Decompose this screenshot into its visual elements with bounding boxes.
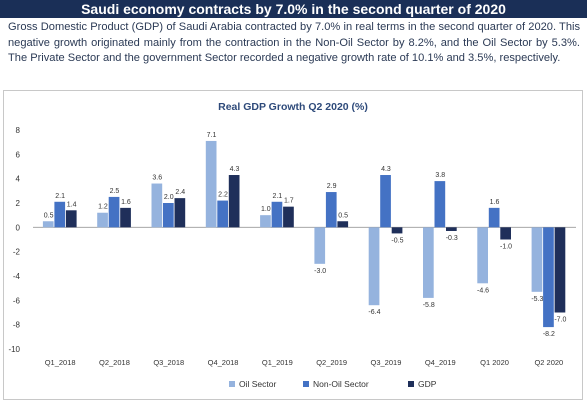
data-label: 1.2 bbox=[98, 204, 108, 211]
x-tick-label: Q3_2018 bbox=[153, 358, 184, 367]
data-label: -1.0 bbox=[500, 244, 512, 251]
legend-label: GDP bbox=[418, 379, 437, 389]
bar bbox=[477, 227, 488, 284]
x-tick-label: Q2_2019 bbox=[316, 358, 347, 367]
x-tick-label: Q4_2018 bbox=[208, 358, 239, 367]
chart-title: Real GDP Growth Q2 2020 (%) bbox=[218, 101, 368, 113]
data-label: 2.1 bbox=[272, 193, 282, 200]
x-tick-label: Q3_2019 bbox=[371, 358, 402, 367]
data-label: 4.3 bbox=[381, 166, 391, 173]
intro-paragraph: Gross Domestic Product (GDP) of Saudi Ar… bbox=[8, 21, 580, 64]
bar bbox=[120, 207, 131, 228]
bar bbox=[174, 198, 186, 228]
data-label: 3.6 bbox=[152, 175, 162, 182]
bar bbox=[108, 196, 120, 228]
bar bbox=[97, 212, 108, 228]
legend-swatch bbox=[303, 381, 309, 387]
chart-container: Real GDP Growth Q2 2020 (%) 8 6 4 2 0 -2 -4 -6 -… bbox=[3, 90, 583, 400]
y-tick-label: 8 bbox=[16, 126, 21, 135]
data-label: 3.8 bbox=[435, 172, 445, 179]
data-label: 1.7 bbox=[284, 198, 294, 205]
bar bbox=[163, 203, 174, 228]
bar bbox=[65, 210, 77, 228]
legend-label: Oil Sector bbox=[239, 379, 276, 389]
x-tick-label: Q1 2020 bbox=[480, 358, 509, 367]
bar bbox=[554, 227, 566, 313]
data-label: 2.4 bbox=[175, 189, 185, 196]
bar bbox=[325, 192, 337, 228]
bar bbox=[368, 227, 380, 306]
bar bbox=[500, 227, 511, 240]
bar bbox=[54, 201, 66, 228]
bar bbox=[205, 140, 217, 228]
data-label: 2.5 bbox=[110, 188, 120, 195]
bar bbox=[446, 227, 457, 231]
legend-label: Non-Oil Sector bbox=[313, 379, 369, 389]
data-label: 2.9 bbox=[327, 183, 337, 190]
x-tick-label: Q4_2019 bbox=[425, 358, 456, 367]
page-title: Saudi economy contracts by 7.0% in the s… bbox=[0, 0, 587, 18]
data-label: -5.3 bbox=[531, 296, 543, 303]
data-label: 0.5 bbox=[44, 212, 54, 219]
data-label: -5.8 bbox=[423, 302, 435, 309]
data-label: 4.3 bbox=[230, 166, 240, 173]
y-tick-label: 4 bbox=[16, 175, 21, 184]
bar bbox=[228, 175, 240, 228]
data-label: 2.2 bbox=[218, 192, 228, 199]
data-label: -3.0 bbox=[314, 268, 326, 275]
data-label: 1.4 bbox=[67, 201, 77, 208]
bar bbox=[217, 200, 228, 228]
bar bbox=[151, 183, 163, 228]
data-label: 1.6 bbox=[490, 199, 500, 206]
x-tick-label: Q1_2018 bbox=[45, 358, 76, 367]
y-tick-label: -6 bbox=[13, 296, 21, 305]
data-label: -8.2 bbox=[543, 331, 555, 338]
data-label: -7.0 bbox=[554, 317, 566, 324]
x-tick-label: Q2 2020 bbox=[534, 358, 563, 367]
data-label: 2.0 bbox=[164, 194, 174, 201]
data-label: 0.5 bbox=[338, 212, 348, 219]
y-tick-label: 2 bbox=[16, 199, 21, 208]
data-label: -4.6 bbox=[477, 287, 489, 294]
bar bbox=[423, 227, 434, 298]
data-label: 2.1 bbox=[55, 193, 65, 200]
bar-chart: 86420-2-4-6-8-100.52.11.4Q1_20181.22.51.… bbox=[8, 126, 576, 389]
y-tick-label: 0 bbox=[16, 223, 21, 232]
bar bbox=[380, 175, 391, 228]
data-label: 1.6 bbox=[121, 199, 131, 206]
bar bbox=[283, 206, 294, 228]
y-tick-label: -8 bbox=[13, 321, 21, 330]
data-label: 7.1 bbox=[207, 132, 217, 139]
bar bbox=[531, 227, 543, 292]
legend-swatch bbox=[229, 381, 235, 387]
bar bbox=[271, 201, 283, 228]
x-tick-label: Q1_2019 bbox=[262, 358, 293, 367]
data-label: -6.4 bbox=[368, 309, 380, 316]
y-tick-label: -2 bbox=[13, 248, 21, 257]
y-tick-label: 6 bbox=[16, 150, 21, 159]
bar bbox=[337, 221, 349, 228]
data-label: -0.3 bbox=[446, 235, 458, 242]
bar bbox=[391, 227, 403, 234]
y-tick-label: -4 bbox=[13, 272, 21, 281]
bar bbox=[488, 207, 500, 228]
x-tick-label: Q2_2018 bbox=[99, 358, 130, 367]
data-label: -0.5 bbox=[391, 237, 403, 244]
bar bbox=[434, 181, 446, 228]
y-tick-label: -10 bbox=[8, 345, 20, 354]
bar bbox=[314, 227, 326, 264]
data-label: 1.0 bbox=[261, 206, 271, 213]
bar bbox=[260, 215, 271, 228]
legend-swatch bbox=[408, 381, 414, 387]
bar bbox=[42, 221, 54, 228]
bar bbox=[543, 227, 554, 328]
